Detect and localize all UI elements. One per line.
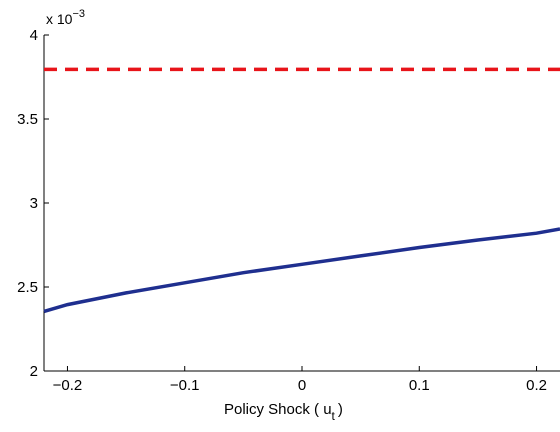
y-multiplier-exponent: −3 (72, 8, 85, 20)
series-line-solid (43, 227, 560, 314)
x-axis-label-text: Policy Shock ( u (224, 401, 332, 418)
x-axis-label-suffix: ) (338, 401, 343, 418)
x-tick-label: 0.1 (409, 377, 430, 394)
y-tick-label: 4 (30, 27, 38, 44)
y-multiplier-base: x 10 (46, 11, 73, 27)
y-axis-multiplier: x 10−3 (46, 8, 85, 27)
plot-frame (43, 35, 560, 372)
ticks-layer: −0.2 −0.1 0 0.1 0.2 2 2.5 3 3.5 4 (17, 27, 547, 394)
y-tick-label: 2 (30, 363, 38, 380)
x-tick-label: 0.2 (526, 377, 547, 394)
x-tick-label: −0.1 (170, 377, 200, 394)
y-tick-label: 2.5 (17, 279, 38, 296)
x-tick-label: −0.2 (53, 377, 83, 394)
series-layer (43, 67, 560, 314)
y-tick-label: 3.5 (17, 111, 38, 128)
x-axis-label: Policy Shock ( ut) (224, 401, 343, 423)
labels-layer: x 10−3 Policy Shock ( ut) (46, 8, 343, 423)
x-axis-label-subscript: t (332, 409, 336, 423)
x-tick-label: 0 (298, 377, 306, 394)
y-tick-label: 3 (30, 195, 38, 212)
